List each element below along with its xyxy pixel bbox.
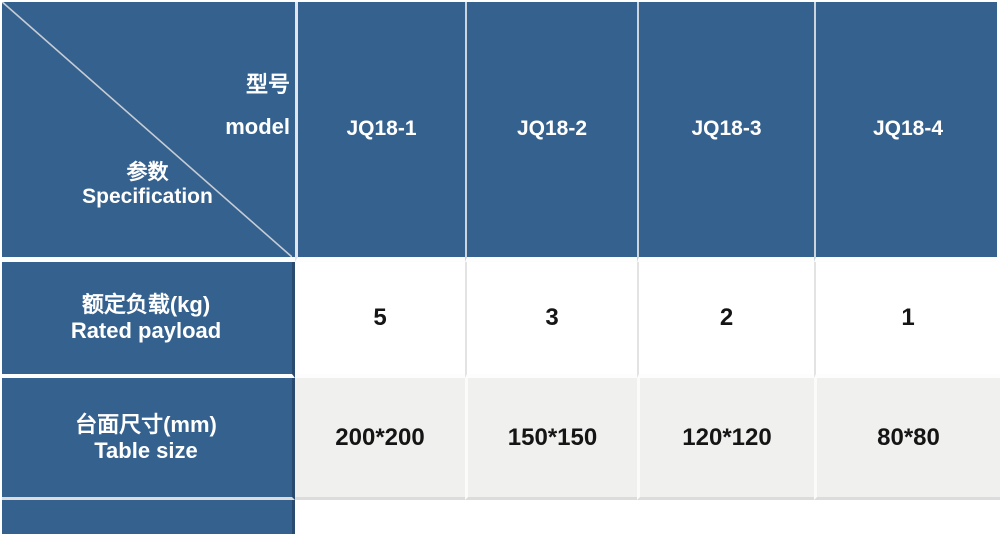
value-cell <box>295 500 465 534</box>
value-cell <box>637 500 814 534</box>
table-right-border <box>997 0 1000 262</box>
header-cell-model-4: JQ18-4 <box>814 0 1000 262</box>
header-row: 型号 model 参数 Specification JQ18-1 JQ18-2 … <box>0 0 1000 262</box>
value-cell: 80*80 <box>814 378 1000 500</box>
value-cell <box>814 500 1000 534</box>
table-row-table-size: 台面尺寸(mm) Table size 200*200 150*150 120*… <box>0 378 1000 500</box>
value-cell <box>465 500 637 534</box>
header-cell-model-1: JQ18-1 <box>295 0 465 262</box>
value-cell: 3 <box>465 262 637 378</box>
corner-spec-label: 参数 Specification <box>0 161 295 209</box>
corner-spec-label-cn: 参数 <box>126 161 169 184</box>
row-label-cn: 台面尺寸(mm) <box>75 411 217 437</box>
corner-model-label-cn: 型号 <box>245 72 290 97</box>
table-left-border <box>0 0 2 534</box>
value-cell: 150*150 <box>465 378 637 500</box>
corner-model-label: 型号 model <box>225 64 290 148</box>
row-label-en: Rated payload <box>70 318 222 343</box>
row-label-rated-payload: 额定负载(kg) Rated payload <box>0 262 295 378</box>
value-cell: 2 <box>637 262 814 378</box>
corner-model-label-en: model <box>225 114 290 139</box>
table-row-rated-payload: 额定负载(kg) Rated payload 5 3 2 1 <box>0 262 1000 378</box>
value-cell: 1 <box>814 262 1000 378</box>
value-cell: 120*120 <box>637 378 814 500</box>
value-cell: 200*200 <box>295 378 465 500</box>
corner-cell: 型号 model 参数 Specification <box>0 0 295 262</box>
table-top-border <box>0 0 1000 2</box>
header-cell-model-3: JQ18-3 <box>637 0 814 262</box>
corner-spec-label-en: Specification <box>82 185 213 208</box>
row-label-en: Table size <box>94 437 198 463</box>
table-row-partial <box>0 500 1000 534</box>
header-cell-model-2: JQ18-2 <box>465 0 637 262</box>
diagonal-divider-line <box>0 0 292 257</box>
row-label-cn: 额定负载(kg) <box>81 292 211 317</box>
value-cell: 5 <box>295 262 465 378</box>
row-label-table-size: 台面尺寸(mm) Table size <box>0 378 295 500</box>
row-label-partial <box>0 500 295 534</box>
